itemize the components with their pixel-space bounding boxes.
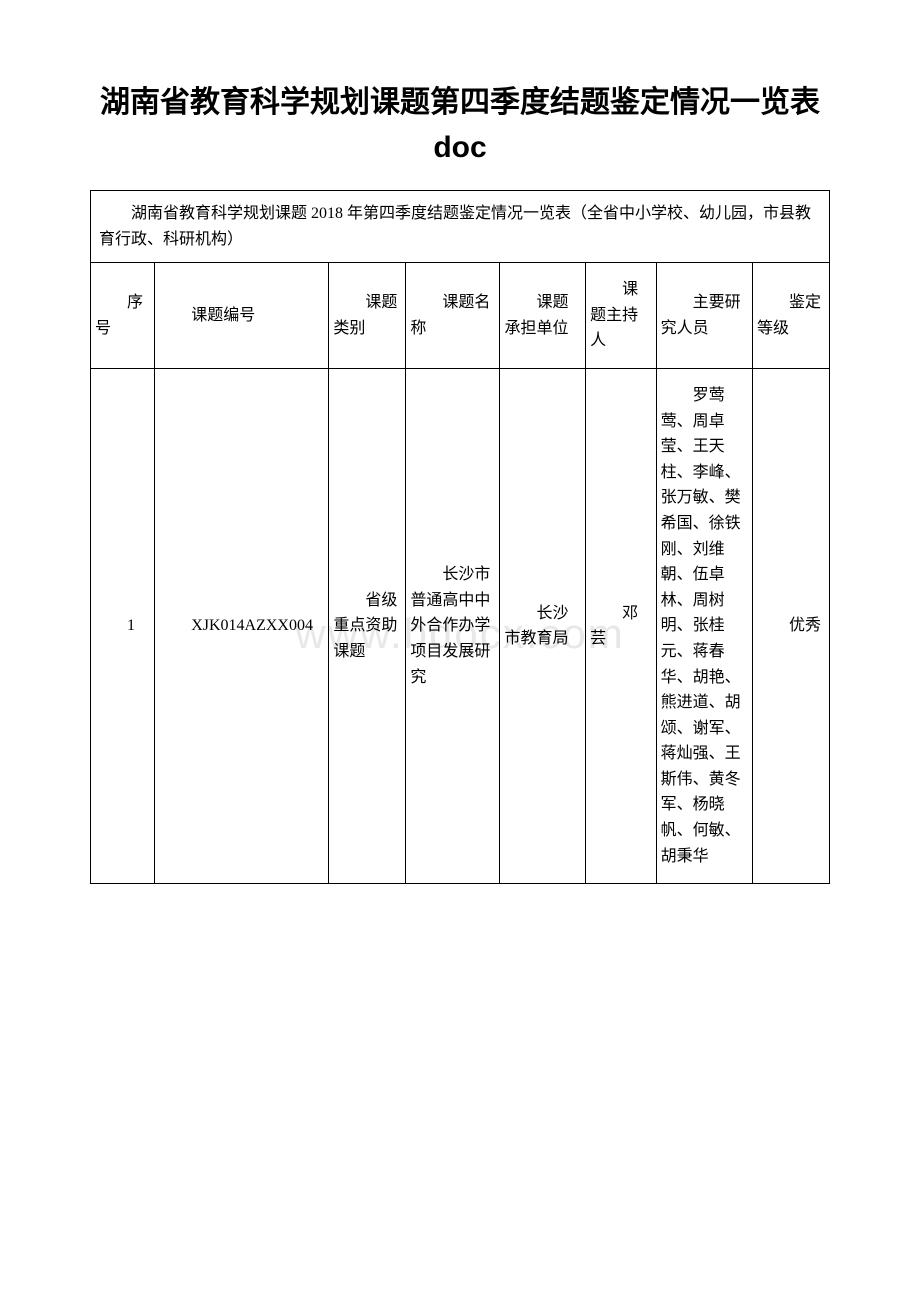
table-caption-row: 湖南省教育科学规划课题 2018 年第四季度结题鉴定情况一览表（全省中小学校、幼… (91, 191, 830, 263)
header-type: 课题类别 (329, 263, 406, 369)
cell-host: 邓芸 (586, 368, 657, 883)
header-name: 课题名称 (406, 263, 500, 369)
document-title: 湖南省教育科学规划课题第四季度结题鉴定情况一览表 doc (90, 80, 830, 170)
table-row: 1 XJK014AZXX004 省级重点资助课题 长沙市普通高中中外合作办学项目… (91, 368, 830, 883)
cell-staff: 罗莺莺、周卓莹、王天柱、李峰、张万敏、樊希国、徐铁刚、刘维朝、伍卓林、周树明、张… (656, 368, 752, 883)
cell-code: XJK014AZXX004 (155, 368, 329, 883)
table-header-row: 序号 课题编号 课题类别 课题名称 课题承担单位 课题主持人 主要研究人员 鉴定… (91, 263, 830, 369)
cell-name: 长沙市普通高中中外合作办学项目发展研究 (406, 368, 500, 883)
header-code: 课题编号 (155, 263, 329, 369)
header-grade: 鉴定等级 (752, 263, 829, 369)
header-unit: 课题承担单位 (500, 263, 586, 369)
header-host: 课题主持人 (586, 263, 657, 369)
table-caption: 湖南省教育科学规划课题 2018 年第四季度结题鉴定情况一览表（全省中小学校、幼… (91, 191, 830, 263)
main-table: 湖南省教育科学规划课题 2018 年第四季度结题鉴定情况一览表（全省中小学校、幼… (90, 190, 830, 884)
header-seq: 序号 (91, 263, 155, 369)
header-staff: 主要研究人员 (656, 263, 752, 369)
cell-grade: 优秀 (752, 368, 829, 883)
cell-unit: 长沙市教育局 (500, 368, 586, 883)
cell-type: 省级重点资助课题 (329, 368, 406, 883)
cell-seq: 1 (91, 368, 155, 883)
